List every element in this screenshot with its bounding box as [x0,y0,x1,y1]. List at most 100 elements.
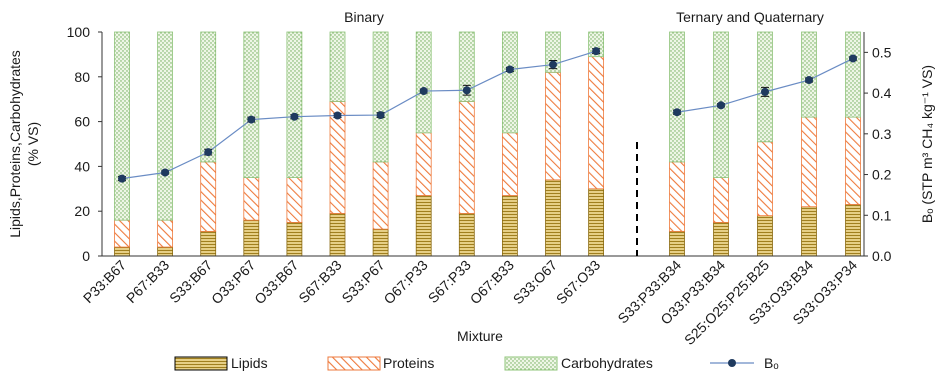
legend-swatch-proteins [327,356,381,371]
bar-carbohydrates [157,31,174,221]
bar-lipids [845,204,861,257]
left-tick-label: 100 [67,24,91,40]
bar-proteins [415,132,432,196]
legend-label-lipids: Lipids [231,355,268,371]
legend-item-bo: Bₒ [710,355,779,371]
bar-lipids [243,219,260,257]
bar-proteins [501,132,518,196]
bar-lipids [801,206,817,257]
left-tick-label: 20 [74,203,90,219]
bo-point [761,87,769,96]
bo-point [376,111,385,120]
bar-proteins [588,56,604,190]
left-axis-title-line-1: Lipids,Proteins,Carbohydrates [7,50,23,238]
group-label-ternary: Ternary and Quaternary [676,9,824,25]
bar-carbohydrates [845,31,861,118]
legend: Lipids Proteins Carbohydrates Bₒ [174,355,779,371]
left-tick-label: 40 [74,158,90,174]
right-tick-label: 0.1 [872,207,892,223]
legend-swatch-lipids [174,356,228,371]
bar-lipids [458,213,475,257]
bar-proteins [372,161,389,230]
bo-point [805,76,813,85]
x-tick-label: O67:P33 [380,257,431,308]
right-tick-label: 0.3 [872,126,892,142]
bo-point [161,168,170,177]
bar-lipids [757,215,773,257]
bar-lipids [713,221,729,257]
bar-lipids [545,179,561,257]
bar-carbohydrates [329,31,346,102]
legend-item-lipids: Lipids [174,355,268,371]
bar-carbohydrates [757,31,773,143]
bo-point [462,86,471,95]
legend-swatch-carbohydrates [504,356,558,371]
bar-carbohydrates [501,31,518,134]
bar-carbohydrates [372,31,389,163]
bar-proteins [243,177,260,221]
x-tick-label: P33:B67 [80,257,129,306]
bar-carbohydrates [286,31,303,179]
x-tick-label: S33:O67 [510,257,561,308]
bar-carbohydrates [801,31,817,118]
legend-item-proteins: Proteins [327,355,434,371]
legend-label-carbohydrates: Carbohydrates [561,355,653,371]
x-tick-label: S67:P33 [425,257,474,306]
bar-proteins [114,219,130,248]
group-label-binary: Binary [344,9,384,25]
x-tick-label: S67:B33 [295,257,344,306]
right-tick-label: 0.5 [872,44,892,60]
right-axis-title: Bₒ (STP m³ CH₄ kg⁻¹ VS) [919,65,935,223]
x-tick-label: S33:B67 [166,257,215,306]
bo-point [290,112,299,121]
bo-point [118,174,126,183]
bar-lipids [415,195,432,257]
bo-point [419,87,428,96]
bar-lipids [157,246,174,257]
bo-point [549,60,557,69]
legend-marker-bo [728,359,736,367]
bo-point [333,111,342,120]
left-tick-label: 60 [74,114,90,130]
bar-proteins [157,219,174,248]
left-axis-title-line-2: (% VS) [25,122,41,166]
bo-point [247,115,256,124]
x-tick-label: P67:B33 [123,257,172,306]
right-tick-label: 0.2 [872,167,892,183]
bar-lipids [114,246,130,257]
bar-carbohydrates [243,31,260,179]
bo-point [592,47,601,56]
bar-lipids [200,230,217,257]
x-axis-title: Mixture [457,328,503,344]
x-tick-label: O67:B33 [467,257,518,308]
bo-point [849,54,857,63]
legend-label-proteins: Proteins [383,355,434,371]
bar-proteins [669,161,685,232]
left-axis-title: Lipids,Proteins,Carbohydrates (% VS) [7,50,41,238]
bar-lipids [588,188,604,257]
legend-item-carbohydrates: Carbohydrates [504,355,653,371]
bar-proteins [458,101,475,214]
right-axis-title-text: Bₒ (STP m³ CH₄ kg⁻¹ VS) [919,65,935,223]
plot-area [114,31,861,257]
bar-carbohydrates [669,31,685,163]
bar-carbohydrates [458,31,475,102]
x-tick-label: O33:B67 [251,257,302,308]
bo-point [204,148,213,157]
bar-carbohydrates [415,31,432,134]
bar-lipids [372,228,389,257]
legend-label-bo: Bₒ [764,355,779,371]
bar-lipids [286,221,303,257]
bar-proteins [757,141,773,217]
bo-point [673,108,681,117]
bar-proteins [200,161,217,232]
bar-lipids [329,213,346,257]
bar-lipids [501,195,518,257]
bar-proteins [286,177,303,223]
bar-carbohydrates [200,31,217,163]
bar-proteins [845,116,861,205]
right-tick-label: 0.0 [872,248,892,264]
bo-line [121,50,597,180]
right-tick-label: 0.4 [872,85,892,101]
